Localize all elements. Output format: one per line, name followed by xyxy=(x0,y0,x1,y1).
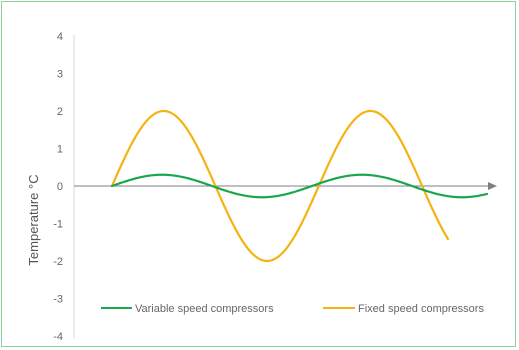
y-tick-label: 1 xyxy=(57,144,63,156)
y-tick-label: -3 xyxy=(53,294,63,306)
legend: Variable speed compressors Fixed speed c… xyxy=(101,303,484,315)
series-line-variable-speed xyxy=(110,173,489,199)
series-line-fixed-speed xyxy=(110,109,450,263)
y-tick-label: -4 xyxy=(53,331,63,343)
legend-label-fixed-speed: Fixed speed compressors xyxy=(358,303,484,315)
y-tick-label: 2 xyxy=(57,106,63,118)
y-axis-title: Temperature °C xyxy=(26,174,41,265)
x-axis-arrow-icon xyxy=(488,182,497,190)
series-lines xyxy=(110,109,489,263)
y-tick-label: -2 xyxy=(53,256,63,268)
y-tick-label: 0 xyxy=(57,181,63,193)
y-tick-label: 4 xyxy=(57,31,63,43)
legend-label-variable-speed: Variable speed compressors xyxy=(135,303,274,315)
y-tick-label: 3 xyxy=(57,69,63,81)
y-tick-labels: 4 3 2 1 0 -1 -2 -3 -4 xyxy=(53,31,63,343)
y-tick-label: -1 xyxy=(53,219,63,231)
